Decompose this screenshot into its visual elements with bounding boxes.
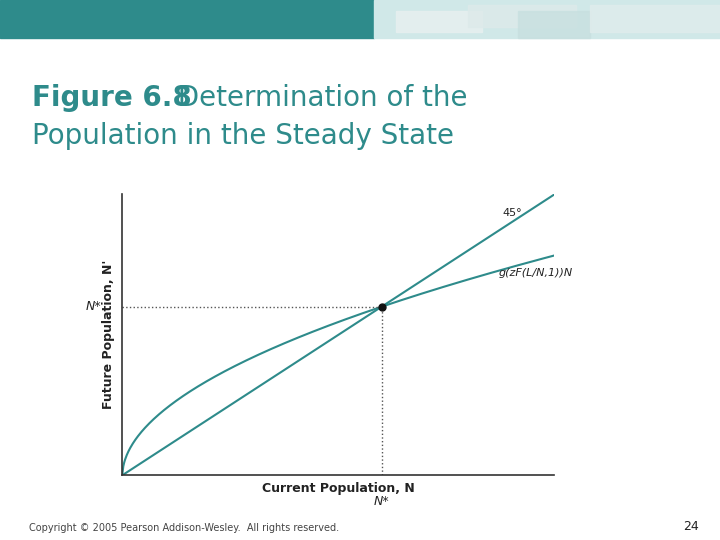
Text: Copyright © 2005 Pearson Addison-Wesley.  All rights reserved.: Copyright © 2005 Pearson Addison-Wesley.… — [29, 523, 339, 533]
Text: 45°: 45° — [503, 208, 522, 219]
Text: Figure 6.8: Figure 6.8 — [32, 84, 192, 112]
X-axis label: Current Population, N: Current Population, N — [262, 482, 415, 495]
Y-axis label: Future Population, N': Future Population, N' — [102, 260, 115, 409]
Text: N*: N* — [85, 300, 101, 313]
Text: 24: 24 — [683, 520, 698, 533]
Text: N*: N* — [374, 495, 390, 508]
Text: Population in the Steady State: Population in the Steady State — [32, 122, 454, 150]
Text: Determination of the: Determination of the — [160, 84, 467, 112]
Text: g(zF(L/N,1))N: g(zF(L/N,1))N — [498, 268, 572, 278]
